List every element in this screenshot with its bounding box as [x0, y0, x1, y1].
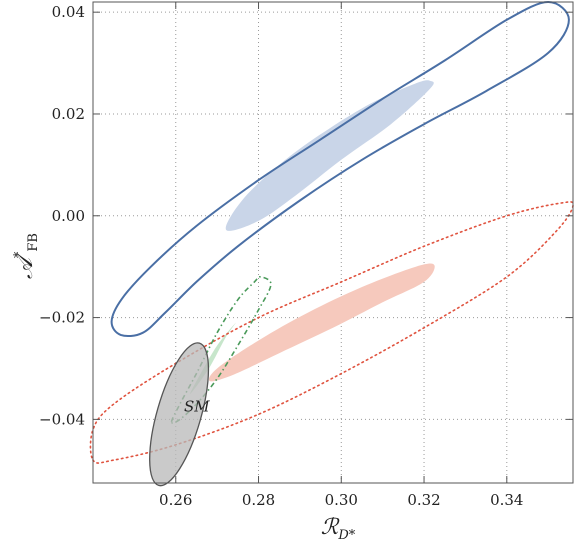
plot-frame: [92, 1, 574, 484]
y-tick-label: 0.00: [52, 207, 85, 225]
x-tick-label: 0.26: [159, 491, 192, 509]
y-tick-label: −0.02: [39, 309, 85, 327]
x-axis-title-subscript: D*: [337, 528, 355, 543]
annotations-layer: SM: [184, 398, 210, 416]
x-axis-title: ℛD*: [321, 515, 356, 543]
y-axis-title-superscript: *: [12, 251, 27, 258]
y-tick-label: −0.04: [39, 410, 85, 428]
x-tick-label: 0.32: [407, 491, 440, 509]
blue-outer-contour: [110, 0, 570, 338]
x-tick-label: 0.34: [490, 491, 523, 509]
y-tick-label: 0.04: [52, 3, 85, 21]
blue-inner-region: [225, 80, 434, 231]
ticks-layer: 0.26 0.28 0.30 0.32 0.34 −0.04 −0.02 0.00 0.02 0.…: [39, 2, 573, 509]
red-inner-region: [208, 263, 435, 382]
plot-border: [92, 1, 574, 484]
regions-layer: [89, 0, 574, 487]
y-axis-title: 𝒜*FB: [12, 233, 41, 279]
y-axis-title-subscript: FB: [26, 233, 41, 252]
sm-ellipse-region: [149, 342, 210, 487]
sm-label: SM: [184, 398, 210, 416]
x-tick-label: 0.28: [242, 491, 275, 509]
x-tick-label: 0.30: [325, 491, 358, 509]
y-tick-label: 0.02: [52, 105, 85, 123]
